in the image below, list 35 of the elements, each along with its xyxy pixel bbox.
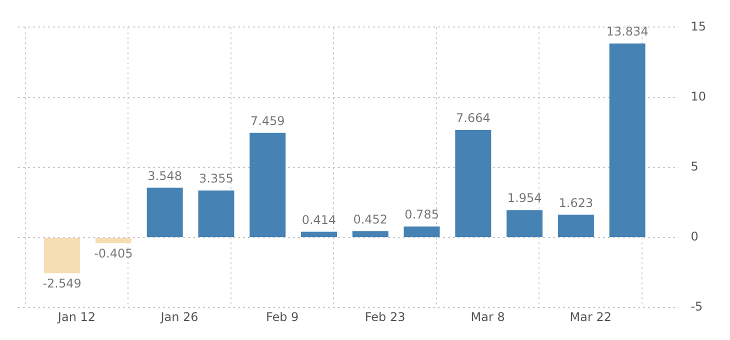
data-label: 1.954 [507, 191, 542, 206]
bar [198, 190, 234, 237]
bar [250, 132, 286, 237]
data-label: -2.549 [42, 276, 82, 290]
bar [301, 232, 337, 237]
data-label: 0.414 [302, 212, 336, 227]
x-tick-label: Mar 22 [570, 310, 612, 324]
data-label: 0.785 [404, 208, 439, 222]
data-label: 1.623 [558, 196, 594, 210]
x-tick-label: Feb 23 [364, 310, 406, 324]
y-tick-label: 15 [690, 19, 706, 34]
bar [95, 238, 132, 244]
x-tick-label: Jan 12 [56, 310, 96, 324]
data-label: 7.459 [250, 114, 285, 128]
y-tick-label: -5 [690, 300, 703, 314]
bar [404, 226, 440, 237]
data-label: 0.452 [353, 212, 388, 226]
x-tick-label: Jan 26 [160, 310, 198, 324]
y-tick-label: 10 [690, 89, 706, 104]
y-tick-label: 0 [690, 230, 698, 244]
bar [146, 188, 183, 237]
bar [44, 238, 80, 274]
data-label: 3.355 [199, 172, 234, 186]
data-label: 7.664 [456, 111, 490, 126]
data-label: -0.405 [94, 246, 133, 260]
y-tick-label: 5 [690, 160, 698, 174]
data-label: 13.834 [606, 24, 648, 39]
bar [506, 210, 543, 237]
data-label: 3.548 [148, 168, 182, 183]
bar [352, 231, 388, 237]
x-tick-label: Feb 9 [266, 310, 299, 324]
bar [558, 214, 594, 237]
bar [455, 130, 492, 237]
bar [609, 44, 646, 237]
x-tick-label: Mar 8 [470, 310, 505, 324]
